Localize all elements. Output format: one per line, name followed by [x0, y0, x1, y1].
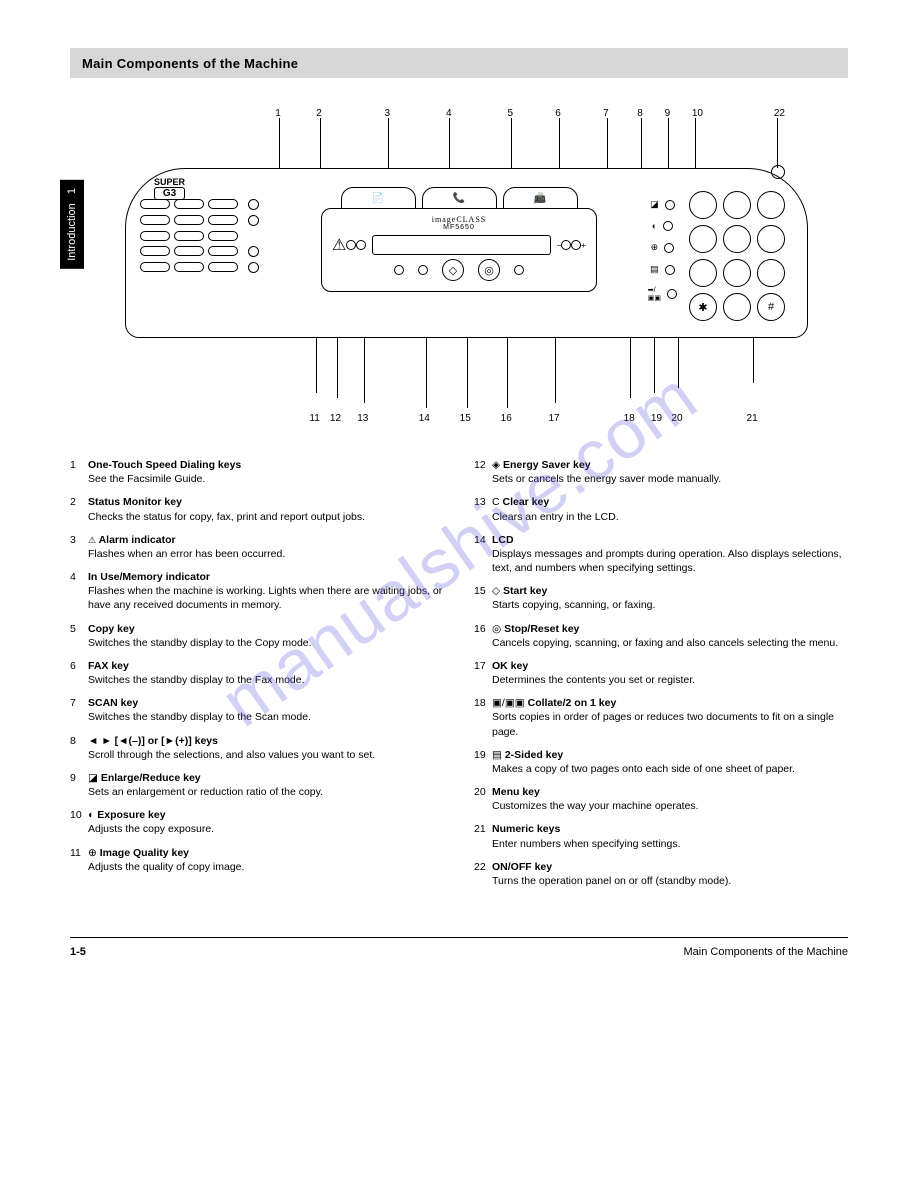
collate-icon: ▣/▣▣: [492, 697, 528, 709]
section-text: Introduction: [66, 203, 78, 260]
device-illustration: 1 2 3 4 5 6 7 8 9 10 22: [125, 168, 808, 338]
fax-mode-key: 📞: [422, 187, 497, 209]
callout-18: 18: [624, 413, 635, 424]
enlarge-reduce-icon: ◪: [88, 772, 101, 784]
one-touch-dial-keys: [140, 199, 259, 278]
callout-10: 10: [692, 108, 703, 119]
page-header-bar: Main Components of the Machine: [70, 48, 848, 78]
callout-15: 15: [460, 413, 471, 424]
stop-reset-icon: ◎: [492, 623, 504, 635]
callout-2: 2: [316, 108, 322, 119]
energy-saver-icon: ◈: [492, 459, 503, 471]
callout-9: 9: [665, 108, 671, 119]
key-hash: #: [757, 293, 785, 321]
on-off-key: [771, 165, 785, 179]
model-label: MF5650: [332, 224, 586, 231]
numeric-keypad: ✱ #: [689, 191, 785, 321]
super-g3-logo: SUPER G3: [154, 177, 185, 200]
exposure-icon: ◐: [88, 809, 97, 821]
callout-3: 3: [385, 108, 391, 119]
stop-key-icon: ◎: [478, 259, 500, 281]
clear-icon: C: [492, 496, 503, 508]
scan-mode-key: 📠: [503, 187, 578, 209]
callout-5: 5: [507, 108, 513, 119]
callouts-top: 1 2 3 4 5 6 7 8 9 10 22: [125, 108, 808, 148]
callout-1: 1: [275, 108, 281, 119]
callout-14: 14: [419, 413, 430, 424]
callout-13: 13: [357, 413, 368, 424]
key-star: ✱: [689, 293, 717, 321]
item-sub: See the Facsimile Guide.: [88, 473, 205, 485]
callout-8: 8: [637, 108, 643, 119]
start-icon: ◇: [492, 585, 503, 597]
description-col-right: 12◈ Energy Saver keySets or cancels the …: [474, 458, 848, 897]
image-quality-icon: ⊕: [88, 847, 100, 859]
leader-lines-bottom: [125, 338, 808, 408]
page-header-title: Main Components of the Machine: [82, 56, 298, 71]
callout-11: 11: [309, 413, 319, 424]
callout-4: 4: [446, 108, 452, 119]
section-number-value: 1: [66, 188, 78, 194]
callout-16: 16: [501, 413, 512, 424]
side-function-keys: ◪ ◐ ⊕ ▤ ➡/▣▣: [648, 199, 677, 302]
arrow-left-icon: ◄: [88, 735, 101, 747]
alarm-icon: ⚠: [88, 535, 99, 545]
control-panel: SUPER G3 📄 📞 📠 imageCLASS MF5650: [125, 168, 808, 338]
callout-22: 22: [774, 108, 785, 119]
section-tab: Introduction 1: [60, 180, 84, 269]
callout-12: 12: [330, 413, 341, 424]
two-sided-icon: ▤: [492, 749, 505, 761]
lcd-frame: imageCLASS MF5650 ⚠ − + ◇ ◎: [321, 208, 597, 292]
callout-7: 7: [603, 108, 609, 119]
description-columns: 1One-Touch Speed Dialing keysSee the Fac…: [70, 458, 848, 897]
item-title: One-Touch Speed Dialing keys: [88, 459, 241, 471]
page-footer: 1-5 Main Components of the Machine: [70, 937, 848, 958]
description-col-left: 1One-Touch Speed Dialing keysSee the Fac…: [70, 458, 444, 897]
menu-area: 📄 📞 📠 imageCLASS MF5650 ⚠ − +: [321, 187, 597, 292]
callouts-bottom: 11 12 13 14 15 16 17 18 19 20 21: [125, 413, 808, 453]
brand-label: imageCLASS: [332, 215, 586, 224]
copy-mode-key: 📄: [341, 187, 416, 209]
start-key-icon: ◇: [442, 259, 464, 281]
callout-20: 20: [671, 413, 682, 424]
logo-top: SUPER: [154, 177, 185, 187]
page-number: 1-5: [70, 946, 86, 958]
arrow-right-icon: ►: [101, 735, 114, 747]
callout-17: 17: [548, 413, 559, 424]
callout-21: 21: [747, 413, 758, 424]
footer-label: Main Components of the Machine: [684, 946, 848, 958]
callout-19: 19: [651, 413, 662, 424]
callout-6: 6: [555, 108, 561, 119]
lcd-display: [372, 235, 550, 255]
